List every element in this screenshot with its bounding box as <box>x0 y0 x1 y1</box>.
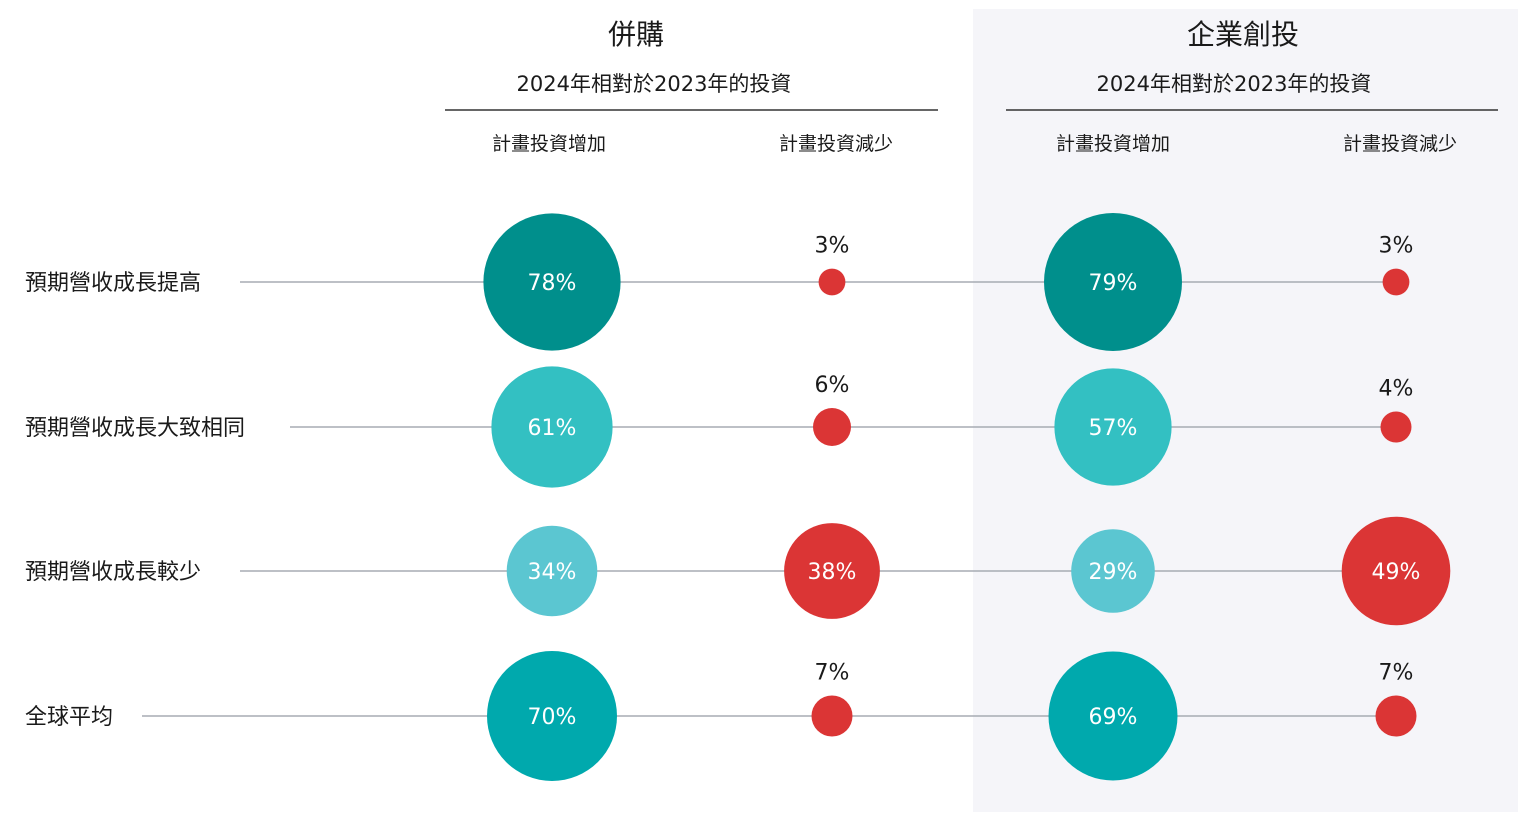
bubble-row2-cvc-increase <box>1054 368 1172 486</box>
row-label-4: 全球平均 <box>25 705 113 730</box>
value-label-row3-cvc-decrease: 49% <box>1372 560 1421 585</box>
bubble-row1-ma-decrease <box>818 268 846 296</box>
value-label-row2-ma-decrease: 6% <box>815 373 850 398</box>
group-subtitle-ma: 2024年相對於2023年的投資 <box>517 72 792 96</box>
value-label-row3-ma-increase: 34% <box>528 560 577 585</box>
value-label-row1-ma-increase: 78% <box>528 271 577 296</box>
value-label-row1-cvc-increase: 79% <box>1089 271 1138 296</box>
bubble-row4-cvc-increase <box>1048 651 1178 781</box>
bubble-rows: 預期營收成長提高 78% 3% 79% 3% 預期營收成長大致相同 61% 6% 57% 4% 預期… <box>25 213 1451 781</box>
value-label-row4-cvc-increase: 69% <box>1089 705 1138 730</box>
value-label-row2-ma-increase: 61% <box>528 416 577 441</box>
bubble-row3-ma-decrease <box>784 523 880 619</box>
value-label-row3-ma-decrease: 38% <box>808 560 857 585</box>
value-label-row4-ma-increase: 70% <box>528 705 577 730</box>
group-title-ma: 併購 <box>608 18 664 51</box>
row-label-3: 預期營收成長較少 <box>25 560 201 585</box>
bubble-row2-cvc-decrease <box>1380 411 1412 443</box>
column-header-ma-increase: 計畫投資增加 <box>492 133 606 155</box>
group-title-corporate-vc: 企業創投 <box>1187 18 1299 51</box>
column-header-ma-decrease: 計畫投資減少 <box>779 133 893 155</box>
bubble-row1-cvc-increase <box>1044 213 1182 351</box>
bubble-row1-cvc-decrease <box>1382 268 1410 296</box>
bubble-row2-ma-increase <box>491 366 613 488</box>
value-label-row3-cvc-increase: 29% <box>1089 560 1138 585</box>
value-label-row2-cvc-increase: 57% <box>1089 416 1138 441</box>
value-label-row1-cvc-decrease: 3% <box>1379 234 1414 259</box>
bubble-row4-cvc-decrease <box>1375 695 1417 737</box>
column-header-cvc-decrease: 計畫投資減少 <box>1343 133 1457 155</box>
value-label-row4-ma-decrease: 7% <box>815 660 850 685</box>
bubble-row2-ma-decrease <box>813 408 851 446</box>
bubble-row3-cvc-increase <box>1071 529 1155 613</box>
row-label-1: 預期營收成長提高 <box>25 271 201 296</box>
column-header-cvc-increase: 計畫投資增加 <box>1056 133 1170 155</box>
bubble-row3-ma-increase <box>506 525 598 617</box>
bubble-row4-ma-increase <box>487 651 617 781</box>
bubble-row3-cvc-decrease <box>1341 516 1451 626</box>
value-label-row4-cvc-decrease: 7% <box>1379 660 1414 685</box>
row-label-2: 預期營收成長大致相同 <box>25 416 245 441</box>
value-label-row2-cvc-decrease: 4% <box>1379 376 1414 401</box>
value-label-row1-ma-decrease: 3% <box>815 234 850 259</box>
bubble-row1-ma-increase <box>483 213 621 351</box>
bubble-row4-ma-decrease <box>811 695 853 737</box>
group-subtitle-corporate-vc: 2024年相對於2023年的投資 <box>1097 72 1372 96</box>
